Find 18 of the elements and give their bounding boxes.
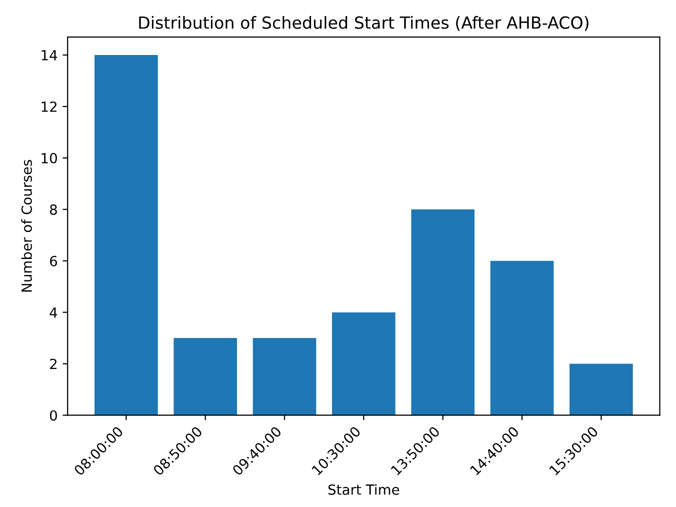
bar <box>252 338 316 416</box>
y-tick-label: 8 <box>50 204 57 215</box>
bar <box>174 338 238 416</box>
y-tick-label: 2 <box>50 358 56 370</box>
y-tick-label: 0 <box>50 410 57 421</box>
bar <box>94 55 158 416</box>
bar <box>570 364 633 416</box>
y-tick-label: 6 <box>50 256 58 266</box>
y-tick-label: 10 <box>42 152 57 164</box>
bar <box>490 260 554 416</box>
y-tick-label: 4 <box>50 307 58 318</box>
bar <box>332 312 396 416</box>
y-tick-label: 12 <box>42 101 56 112</box>
bar <box>411 209 475 416</box>
y-axis-title: Number of Courses <box>21 160 32 292</box>
chart-title: Distribution of Scheduled Start Times (After AHB-ACO) <box>139 16 588 31</box>
x-axis-title: Start Time <box>328 484 400 495</box>
y-tick-label: 14 <box>42 50 58 60</box>
